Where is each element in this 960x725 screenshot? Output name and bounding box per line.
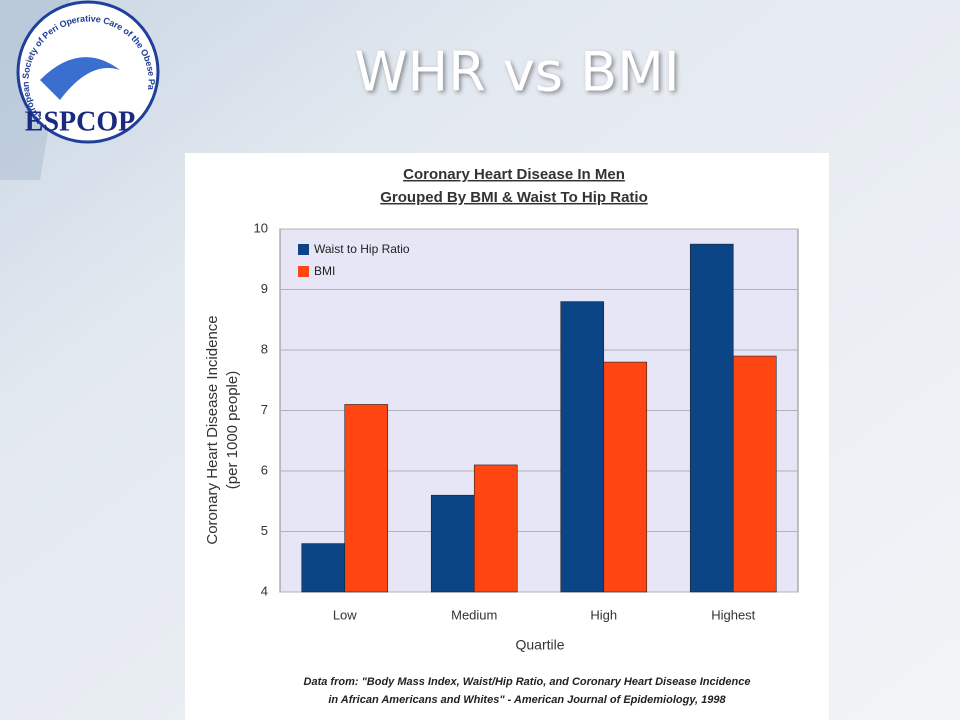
legend-swatch: [298, 266, 309, 277]
chart-title: Coronary Heart Disease In Men: [403, 166, 625, 183]
y-axis-label: Coronary Heart Disease Incidence: [204, 315, 221, 544]
bar: [301, 543, 346, 593]
y-tick-label: 4: [261, 583, 268, 598]
bar: [344, 404, 389, 593]
logo: European Society of Peri Operative Care …: [0, 0, 160, 144]
y-tick-label: 10: [254, 220, 268, 235]
source-note: Data from: "Body Mass Index, Waist/Hip R…: [304, 676, 751, 688]
x-tick-label: High: [590, 607, 617, 622]
legend-label: Waist to Hip Ratio: [314, 242, 410, 256]
chart-subtitle: Grouped By BMI & Waist To Hip Ratio: [380, 189, 648, 206]
y-axis-label: (per 1000 people): [224, 371, 241, 489]
logo-text: ESPCOP: [25, 106, 135, 137]
y-tick-label: 8: [261, 341, 268, 356]
slide-title: WHR vs BMI: [354, 41, 680, 104]
y-tick-label: 9: [261, 281, 268, 296]
y-tick-label: 7: [261, 402, 268, 417]
x-tick-label: Low: [333, 607, 357, 622]
y-tick-label: 6: [261, 462, 268, 477]
legend-swatch: [298, 244, 309, 255]
plot: 4 5 6 7 8 9 10 Low Medium High Highest Waist to Hip…: [254, 220, 798, 622]
legend-label: BMI: [314, 264, 335, 278]
logo-shape: [40, 57, 120, 100]
bar: [689, 243, 734, 593]
x-tick-label: Medium: [451, 607, 497, 622]
source-note: in African Americans and Whites" - Ameri…: [328, 694, 726, 706]
x-axis-label: Quartile: [515, 637, 564, 653]
bar: [430, 494, 475, 593]
x-tick-label: Highest: [711, 607, 755, 622]
y-tick-label: 5: [261, 523, 268, 538]
bar: [732, 355, 777, 593]
bar: [603, 361, 648, 593]
bar: [473, 464, 518, 593]
bar: [560, 301, 605, 593]
